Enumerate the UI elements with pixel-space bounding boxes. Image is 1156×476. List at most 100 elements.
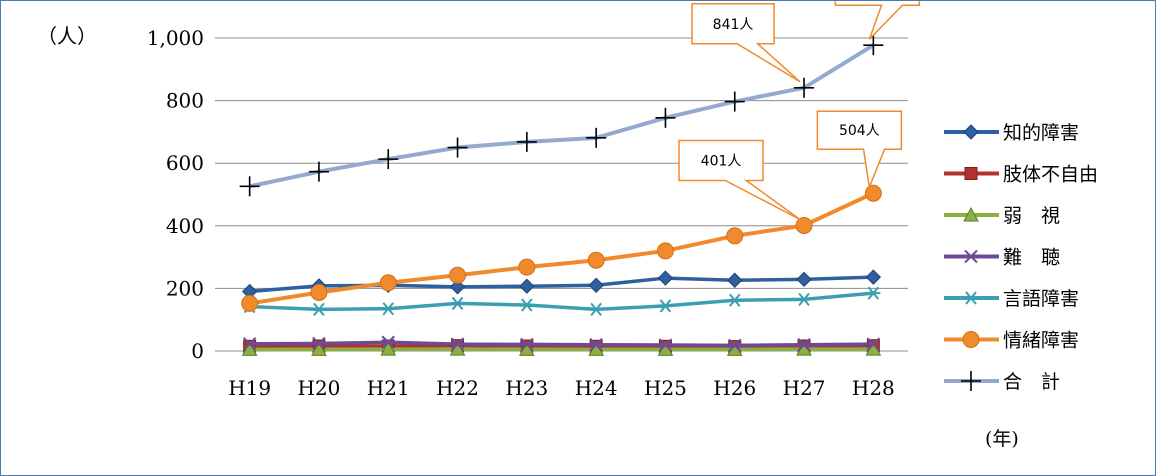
data-point <box>449 266 467 284</box>
data-point <box>239 176 260 197</box>
x-tick-label: H22 <box>436 376 479 400</box>
legend-marker <box>964 167 978 180</box>
callout-label: 841人 <box>713 17 754 33</box>
data-point <box>797 338 811 352</box>
series-5 <box>242 286 881 317</box>
y-tick-label: 1,000 <box>147 26 204 50</box>
data-point <box>312 336 326 351</box>
callout-box <box>834 1 921 40</box>
callout: 841人 <box>691 3 801 83</box>
legend-item: 合 計 <box>944 371 1060 393</box>
x-axis-label: (年) <box>985 428 1019 450</box>
data-point <box>655 107 676 128</box>
y-tick-label: 600 <box>166 151 204 175</box>
data-point <box>378 149 399 170</box>
legend-item: 知的障害 <box>944 122 1079 144</box>
data-point <box>587 251 605 269</box>
series-4 <box>242 335 881 353</box>
legend-label: 知的障害 <box>1003 122 1079 144</box>
data-point <box>241 341 258 356</box>
data-point <box>241 294 259 312</box>
data-point <box>519 278 535 294</box>
legend-item: 言語障害 <box>944 288 1079 310</box>
annotations: 841人 977 人 401人 504人 <box>678 1 921 221</box>
data-point <box>866 337 881 351</box>
series-3 <box>241 341 882 356</box>
series-layer <box>239 35 884 356</box>
data-point <box>656 242 674 260</box>
data-point <box>381 335 395 349</box>
data-point <box>795 216 813 234</box>
data-point <box>589 302 604 317</box>
legend-marker <box>964 249 978 264</box>
data-point <box>519 298 534 312</box>
data-point <box>379 274 397 292</box>
legend-label: 合 計 <box>1003 371 1060 393</box>
x-tick-label: H19 <box>228 376 271 400</box>
legend-marker <box>964 291 978 305</box>
series-line <box>249 291 874 312</box>
callout-box <box>678 139 801 221</box>
data-point <box>864 184 882 202</box>
data-point <box>658 338 673 352</box>
legend-item: 難 聴 <box>944 247 1060 269</box>
callout: 977 人 <box>834 1 921 40</box>
legend-item: 肢体不自由 <box>944 164 1098 186</box>
x-tick-label: H28 <box>852 376 895 400</box>
data-point <box>447 137 468 158</box>
data-point <box>242 337 257 351</box>
data-point <box>449 279 466 295</box>
callout-label: 401人 <box>701 153 742 169</box>
data-point <box>588 277 604 293</box>
data-point <box>863 35 884 56</box>
y-tick-label: 800 <box>166 89 204 113</box>
series-6 <box>241 184 882 312</box>
series-line <box>249 191 875 306</box>
y-axis-label: （人） <box>37 24 97 48</box>
data-point <box>516 131 537 152</box>
y-tick-label: 0 <box>191 339 204 363</box>
legend-label: 情緒障害 <box>1003 330 1079 352</box>
data-point <box>657 270 674 286</box>
x-tick-label: H24 <box>575 376 618 400</box>
data-point <box>726 227 744 245</box>
series-line <box>249 43 875 189</box>
data-point <box>658 299 673 313</box>
legend-label: 言語障害 <box>1003 288 1079 310</box>
data-point <box>586 127 607 148</box>
data-point <box>520 337 534 352</box>
data-point <box>796 271 812 288</box>
callout: 401人 <box>678 139 801 221</box>
data-point <box>310 283 328 301</box>
callout: 504人 <box>816 110 903 191</box>
data-point <box>866 286 881 300</box>
y-tick-label: 200 <box>166 276 204 300</box>
data-point <box>727 272 743 288</box>
x-tick-label: H27 <box>783 376 826 400</box>
y-tick-label: 400 <box>166 214 204 238</box>
data-point <box>450 296 465 311</box>
legend-item: 弱 視 <box>944 205 1060 227</box>
data-point <box>450 337 465 351</box>
data-point <box>518 258 536 276</box>
callout-label: 504人 <box>839 123 880 139</box>
callout-box <box>691 3 801 83</box>
data-point <box>308 161 329 182</box>
legend-label: 弱 視 <box>1003 205 1060 227</box>
series-1 <box>241 269 882 300</box>
legend-label: 肢体不自由 <box>1003 164 1098 186</box>
gridlines <box>215 37 908 352</box>
data-point <box>311 302 326 317</box>
data-point <box>865 269 882 285</box>
x-tick-label: H26 <box>713 376 756 400</box>
legend-marker <box>962 331 980 348</box>
data-point <box>797 292 812 306</box>
x-tick-label: H20 <box>298 376 341 400</box>
data-point <box>311 341 327 356</box>
data-point <box>727 293 742 307</box>
legend-marker <box>961 371 981 391</box>
data-point <box>724 91 745 112</box>
